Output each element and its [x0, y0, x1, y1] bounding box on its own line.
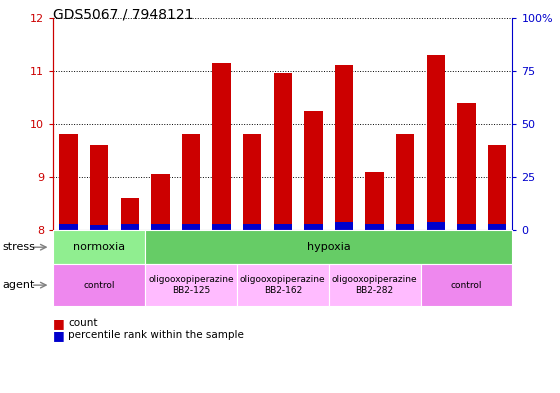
Bar — [182, 224, 200, 230]
Bar — [182, 134, 200, 230]
FancyBboxPatch shape — [329, 230, 360, 287]
FancyBboxPatch shape — [53, 230, 84, 287]
Bar — [396, 134, 414, 230]
Bar — [212, 224, 231, 230]
Bar — [120, 224, 139, 230]
Bar — [243, 134, 262, 230]
Bar — [304, 110, 323, 230]
Text: oligooxopiperazine
BB2-125: oligooxopiperazine BB2-125 — [148, 275, 234, 295]
Text: control: control — [451, 281, 482, 290]
Bar — [151, 174, 170, 230]
Text: GSM1169211: GSM1169211 — [462, 233, 471, 288]
FancyBboxPatch shape — [114, 230, 145, 287]
Bar — [59, 224, 78, 230]
FancyBboxPatch shape — [360, 230, 390, 287]
Text: GSM1169213: GSM1169213 — [156, 233, 165, 289]
Text: agent: agent — [3, 280, 35, 290]
Text: GSM1169212: GSM1169212 — [493, 233, 502, 288]
Bar — [274, 73, 292, 230]
Text: stress: stress — [3, 242, 36, 252]
Bar — [243, 224, 262, 230]
FancyBboxPatch shape — [206, 230, 237, 287]
Text: ■: ■ — [53, 329, 65, 342]
Text: GSM1169207: GSM1169207 — [64, 233, 73, 289]
Bar — [427, 222, 445, 230]
Text: GSM1169217: GSM1169217 — [278, 233, 287, 289]
Text: hypoxia: hypoxia — [307, 242, 351, 252]
FancyBboxPatch shape — [298, 230, 329, 287]
Bar — [59, 134, 78, 230]
Bar — [120, 198, 139, 230]
Text: GSM1169220: GSM1169220 — [370, 233, 379, 288]
Text: GSM1169215: GSM1169215 — [217, 233, 226, 288]
Bar — [90, 224, 108, 230]
Text: GSM1169216: GSM1169216 — [248, 233, 256, 289]
Bar — [488, 145, 506, 230]
Bar — [212, 63, 231, 230]
FancyBboxPatch shape — [176, 230, 206, 287]
FancyBboxPatch shape — [145, 230, 176, 287]
Bar — [458, 224, 475, 230]
Text: oligooxopiperazine
BB2-162: oligooxopiperazine BB2-162 — [240, 275, 325, 295]
Text: normoxia: normoxia — [73, 242, 125, 252]
Text: ■: ■ — [53, 317, 65, 330]
Text: control: control — [83, 281, 115, 290]
FancyBboxPatch shape — [268, 230, 298, 287]
FancyBboxPatch shape — [451, 230, 482, 287]
Bar — [488, 224, 506, 230]
Bar — [427, 55, 445, 230]
FancyBboxPatch shape — [482, 230, 512, 287]
Text: GSM1169219: GSM1169219 — [339, 233, 348, 288]
Bar — [335, 65, 353, 230]
Bar — [274, 224, 292, 230]
Bar — [90, 145, 108, 230]
Bar — [151, 224, 170, 230]
FancyBboxPatch shape — [84, 230, 114, 287]
Bar — [396, 224, 414, 230]
Text: GSM1169210: GSM1169210 — [431, 233, 440, 288]
Text: GSM1169209: GSM1169209 — [125, 233, 134, 288]
Text: GDS5067 / 7948121: GDS5067 / 7948121 — [53, 8, 194, 22]
FancyBboxPatch shape — [390, 230, 421, 287]
Text: oligooxopiperazine
BB2-282: oligooxopiperazine BB2-282 — [332, 275, 417, 295]
FancyBboxPatch shape — [421, 230, 451, 287]
Text: GSM1169218: GSM1169218 — [309, 233, 318, 289]
Bar — [366, 224, 384, 230]
Text: GSM1169221: GSM1169221 — [401, 233, 410, 288]
Bar — [335, 222, 353, 230]
FancyBboxPatch shape — [237, 230, 268, 287]
Text: GSM1169208: GSM1169208 — [95, 233, 104, 289]
Bar — [304, 224, 323, 230]
Text: count: count — [68, 318, 98, 329]
Text: GSM1169214: GSM1169214 — [186, 233, 195, 288]
Bar — [458, 103, 475, 230]
Text: percentile rank within the sample: percentile rank within the sample — [68, 330, 244, 340]
Bar — [366, 171, 384, 230]
